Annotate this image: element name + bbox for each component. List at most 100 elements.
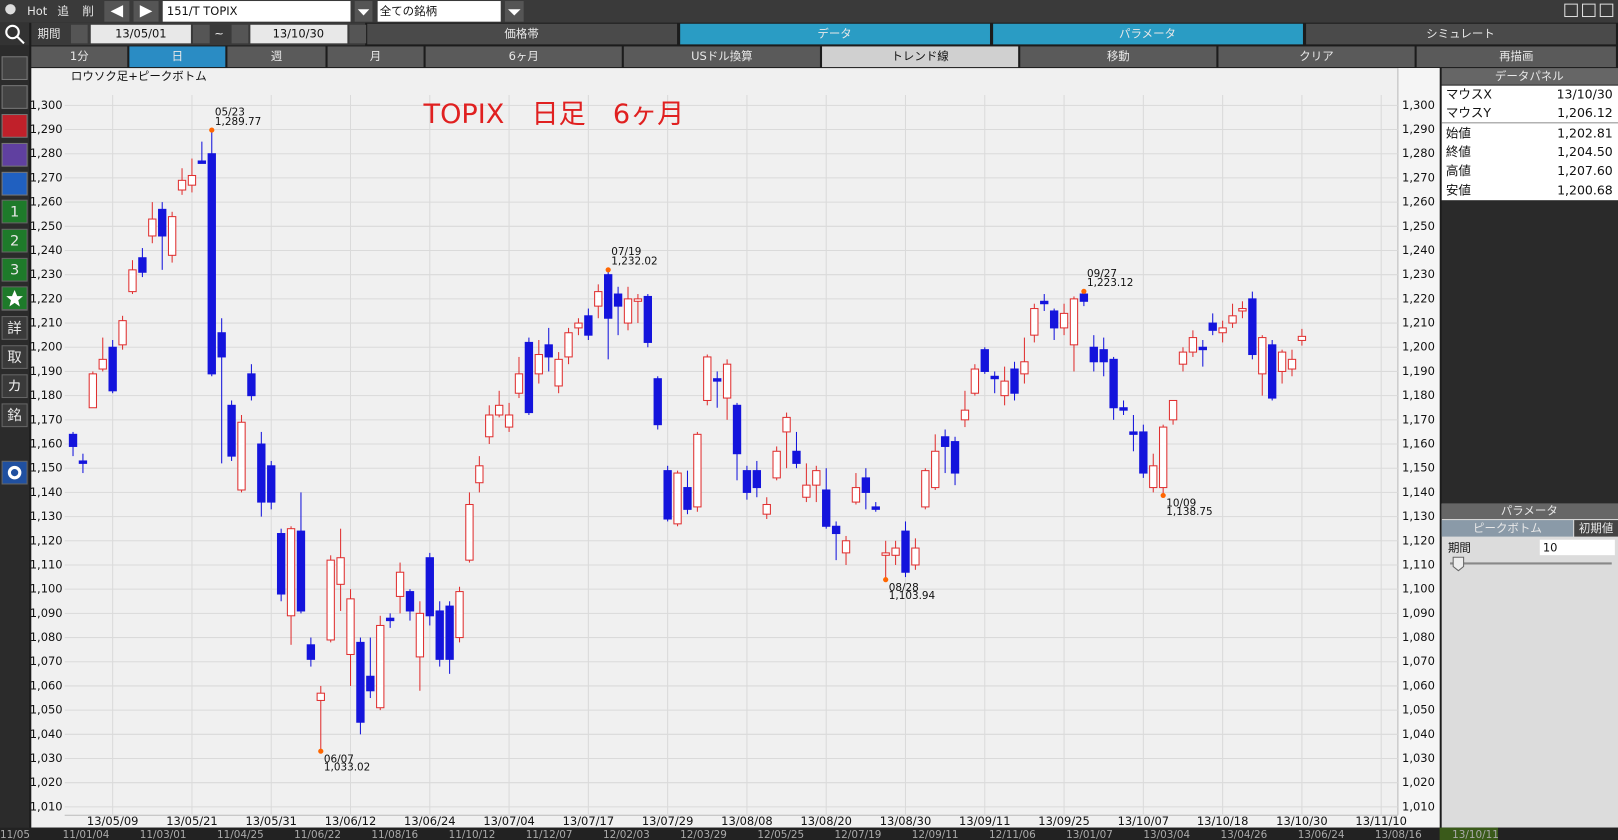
timeframe-button[interactable] xyxy=(822,46,1019,68)
maximize-button[interactable] xyxy=(1582,3,1596,18)
overview-window[interactable] xyxy=(1439,827,1499,840)
side-button[interactable] xyxy=(1,403,28,428)
y-tick-label: 1,050 xyxy=(30,703,63,717)
timeframe-button[interactable] xyxy=(31,46,128,68)
side-button[interactable] xyxy=(1,228,28,253)
param-input[interactable] xyxy=(1539,539,1615,556)
y-tick-label: 1,130 xyxy=(30,509,63,523)
param-tab[interactable] xyxy=(1441,520,1574,537)
candle-body xyxy=(1129,431,1138,435)
bulb-icon[interactable] xyxy=(5,4,16,15)
candle-body xyxy=(1089,346,1098,363)
candle-body xyxy=(187,174,197,186)
tab[interactable] xyxy=(367,23,678,45)
from-prev[interactable] xyxy=(70,24,88,44)
timeframe-button[interactable] xyxy=(227,46,326,68)
y-tick-label: 1,010 xyxy=(30,799,63,813)
candle-body xyxy=(990,375,999,380)
tool-button[interactable] xyxy=(1,114,28,138)
dropdown-arrow xyxy=(508,9,521,16)
tool-button[interactable] xyxy=(1,171,28,196)
candle-body xyxy=(1030,308,1039,336)
y-tick-label-right: 1,070 xyxy=(1402,654,1435,668)
y-tick-label: 1,280 xyxy=(30,146,63,160)
candle-body xyxy=(514,373,524,394)
tab[interactable] xyxy=(1306,23,1616,45)
next-arrow xyxy=(139,5,153,18)
add-button[interactable]: 追 xyxy=(57,4,69,18)
side-button[interactable] xyxy=(1,257,28,282)
y-tick-label: 1,160 xyxy=(30,437,63,451)
y-tick-label: 1,020 xyxy=(30,775,63,789)
candle-body xyxy=(1010,368,1019,394)
timeframe-button[interactable] xyxy=(623,46,820,68)
close-button[interactable] xyxy=(1599,3,1614,18)
candle-body xyxy=(901,530,910,573)
tab[interactable] xyxy=(680,23,990,45)
side-button[interactable] xyxy=(1,199,28,224)
candle-body xyxy=(554,358,563,387)
candle-body xyxy=(98,358,107,370)
candle-body xyxy=(1228,315,1237,324)
y-tick-label: 1,250 xyxy=(30,219,63,233)
tool-button[interactable] xyxy=(1,85,28,109)
candle-body xyxy=(276,533,286,595)
side-button[interactable] xyxy=(1,374,28,399)
tab[interactable] xyxy=(993,23,1303,45)
y-tick-label: 1,170 xyxy=(30,412,63,426)
timeframe-button[interactable] xyxy=(1218,46,1415,68)
candle-body xyxy=(286,528,296,617)
x-tick-label: 13/09/25 xyxy=(1038,814,1090,828)
slider-thumb[interactable] xyxy=(1452,556,1465,572)
filter-field[interactable] xyxy=(377,1,501,22)
symbol-field[interactable] xyxy=(162,1,351,22)
tool-button[interactable] xyxy=(1,142,28,167)
candle-body xyxy=(465,503,474,561)
overview-label: 11/12/07 xyxy=(526,829,573,840)
timeframe-button[interactable] xyxy=(1416,46,1616,68)
timeframe-button[interactable] xyxy=(129,46,226,68)
tool-button[interactable] xyxy=(1,56,28,80)
data-panel-title: データパネル xyxy=(1495,69,1564,83)
candle-body xyxy=(475,465,484,484)
reset-tab[interactable] xyxy=(1574,520,1618,537)
candle-body xyxy=(871,506,880,510)
delete-button[interactable]: 削 xyxy=(82,4,93,18)
timeframe-button[interactable] xyxy=(327,46,424,68)
data-label: 高値 xyxy=(1446,163,1471,178)
to-prev[interactable] xyxy=(231,24,249,44)
candle-body xyxy=(524,341,534,414)
timeframe-button[interactable] xyxy=(425,46,622,68)
candle-body xyxy=(167,216,177,256)
peak-date: 05/23 xyxy=(215,107,245,119)
to-field[interactable] xyxy=(250,24,348,44)
minimize-button[interactable] xyxy=(1564,3,1578,18)
plot: 1,010 1,010 1,020 1,020 1,030 1,030 1,040 1,040… xyxy=(30,94,1435,828)
data-value: 13/10/30 xyxy=(1557,86,1613,101)
candle-body xyxy=(960,409,970,421)
hot-button[interactable]: Hot xyxy=(27,4,48,18)
peak-marker xyxy=(605,267,611,273)
side-button-label: カ xyxy=(7,379,22,395)
search-icon xyxy=(15,35,25,45)
peak-value: 1,138.75 xyxy=(1166,506,1212,518)
peak-date: 10/09 xyxy=(1166,498,1196,510)
side-button[interactable] xyxy=(1,316,28,340)
from-next[interactable] xyxy=(192,24,210,44)
y-tick-label: 1,100 xyxy=(30,582,63,596)
to-next[interactable] xyxy=(349,24,367,44)
candle-body xyxy=(346,598,355,656)
x-tick-label: 13/10/18 xyxy=(1197,814,1249,828)
from-field[interactable] xyxy=(90,24,191,44)
candle-body xyxy=(1218,327,1227,334)
candle-body xyxy=(1020,361,1029,375)
timeframe-button[interactable] xyxy=(1020,46,1217,68)
side-button[interactable] xyxy=(1,345,28,369)
overview-label: 11/08/16 xyxy=(371,829,418,840)
candle-body xyxy=(395,571,405,597)
y-tick-label: 1,180 xyxy=(30,388,63,402)
candle-body xyxy=(762,503,771,515)
settings-button[interactable] xyxy=(1,460,28,485)
y-tick-label: 1,120 xyxy=(30,533,63,547)
y-tick-label-right: 1,050 xyxy=(1402,703,1435,717)
